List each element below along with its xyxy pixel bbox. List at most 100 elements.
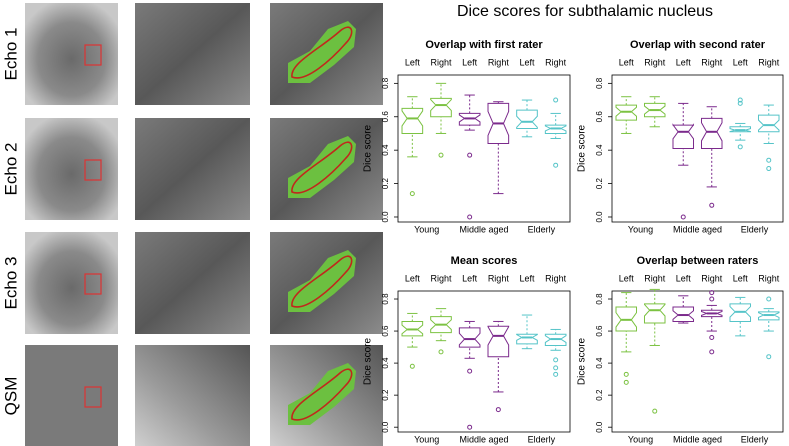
box [458,327,481,348]
group-label: Young [628,224,653,234]
rater-outline [291,368,353,421]
row-label: Echo 1 [1,28,20,81]
mri-slice [25,118,118,220]
y-tick-label: 0.0 [381,211,390,223]
category-label: Right [545,273,567,283]
chart-title: Mean scores [451,255,518,267]
image-grid: Echo 1 Echo 2 Echo 3 QSM [1,3,383,446]
outlier [553,162,559,168]
y-tick-label: 0.4 [381,144,390,156]
outlier [737,144,743,150]
box [458,112,481,126]
group-label: Elderly [528,224,556,234]
group-label: Young [414,224,439,234]
roi-box [84,386,102,408]
group-label: Middle aged [459,434,508,444]
box [700,309,723,318]
outlier [438,152,444,158]
y-axis-label: Dice score [363,337,374,385]
outlier [709,334,715,340]
plot-frame [611,74,784,223]
figure-title: Dice scores for subthalamic nucleus [457,3,713,20]
y-axis-label: Dice score [577,337,588,385]
box [544,124,567,134]
box [757,114,780,133]
box [643,303,666,324]
outlier [623,371,629,377]
box [544,333,567,346]
outlier [652,408,658,414]
y-tick-label: 0.4 [595,144,604,156]
roi-box [84,44,102,66]
category-label: Left [405,57,421,67]
category-label: Left [462,273,478,283]
box [516,333,538,345]
segmentation [288,21,356,83]
category-label: Left [619,273,635,283]
outlier [438,349,444,355]
category-label: Left [676,273,692,283]
chart-title: Overlap between raters [637,255,759,267]
box [516,109,538,129]
outlier [766,354,772,360]
rater-outline [291,255,353,308]
category-label: Left [733,57,749,67]
outlier [737,97,743,103]
zoom-slice [135,232,250,334]
y-axis-label: Dice score [577,124,588,172]
category-label: Right [758,273,780,283]
row-label: Echo 2 [1,143,20,196]
y-tick-label: 0.2 [595,389,604,401]
box [757,311,780,321]
outlier [709,202,715,208]
box [672,306,695,322]
outlier [553,357,559,363]
outlier [467,368,473,374]
mri-slice [25,232,118,334]
box [430,97,452,118]
rater-outline [291,141,353,194]
y-tick-label: 0.6 [595,325,604,337]
box [487,325,510,358]
outlier [553,97,559,103]
plot-frame [397,74,571,223]
box [729,126,752,133]
segmentation [288,363,356,425]
y-axis-label: Dice score [363,124,374,172]
category-label: Right [644,273,666,283]
roi-box [84,159,102,181]
y-tick-label: 0.8 [381,77,390,89]
mri-slice [25,345,118,446]
box [672,123,695,149]
group-label: Elderly [528,434,556,444]
y-tick-label: 0.8 [381,293,390,305]
y-tick-label: 0.0 [381,421,390,433]
category-label: Left [619,57,635,67]
y-tick-label: 0.6 [381,111,390,123]
roi-box [84,273,102,295]
category-label: Right [430,273,452,283]
outlier [680,214,686,220]
y-tick-label: 0.2 [595,177,604,189]
segmentation [288,250,356,312]
zoom-slice [135,345,250,446]
outlier [709,290,715,296]
y-tick-label: 0.4 [381,357,390,369]
y-tick-label: 0.8 [595,77,604,89]
y-tick-label: 0.0 [595,421,604,433]
group-label: Young [628,434,653,444]
category-label: Left [676,57,692,67]
outlier [467,152,473,158]
group-label: Elderly [741,434,769,444]
segmentation [288,136,356,198]
box [401,107,424,134]
outlier [553,365,559,371]
rater-outline [291,26,353,79]
category-label: Left [733,273,749,283]
outlier [409,363,415,369]
group-label: Middle aged [459,224,508,234]
category-label: Right [758,57,780,67]
category-label: Left [519,273,535,283]
outlier [553,371,559,377]
